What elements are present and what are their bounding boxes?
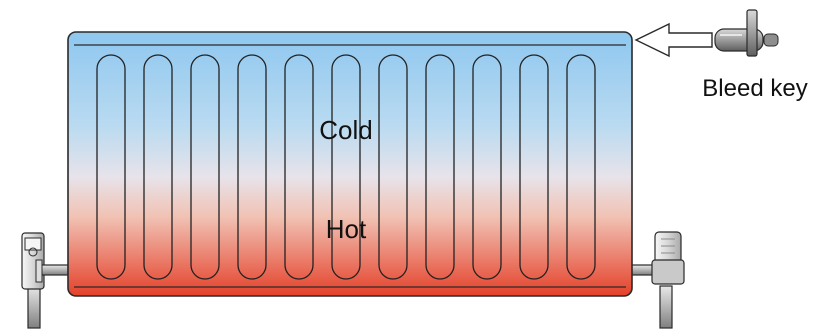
bleed-key-callout: Bleed key: [634, 9, 808, 102]
radiator-icon: Cold Hot: [67, 31, 633, 297]
radiator-fins: [96, 54, 596, 280]
bleed-key-icon: [714, 9, 779, 57]
arrow-icon: [634, 22, 713, 58]
right-valve-icon: [629, 231, 685, 329]
cold-label: Cold: [319, 115, 372, 145]
hot-label: Hot: [326, 214, 367, 244]
left-valve-icon: [21, 232, 69, 329]
bleed-key-label: Bleed key: [702, 75, 807, 102]
